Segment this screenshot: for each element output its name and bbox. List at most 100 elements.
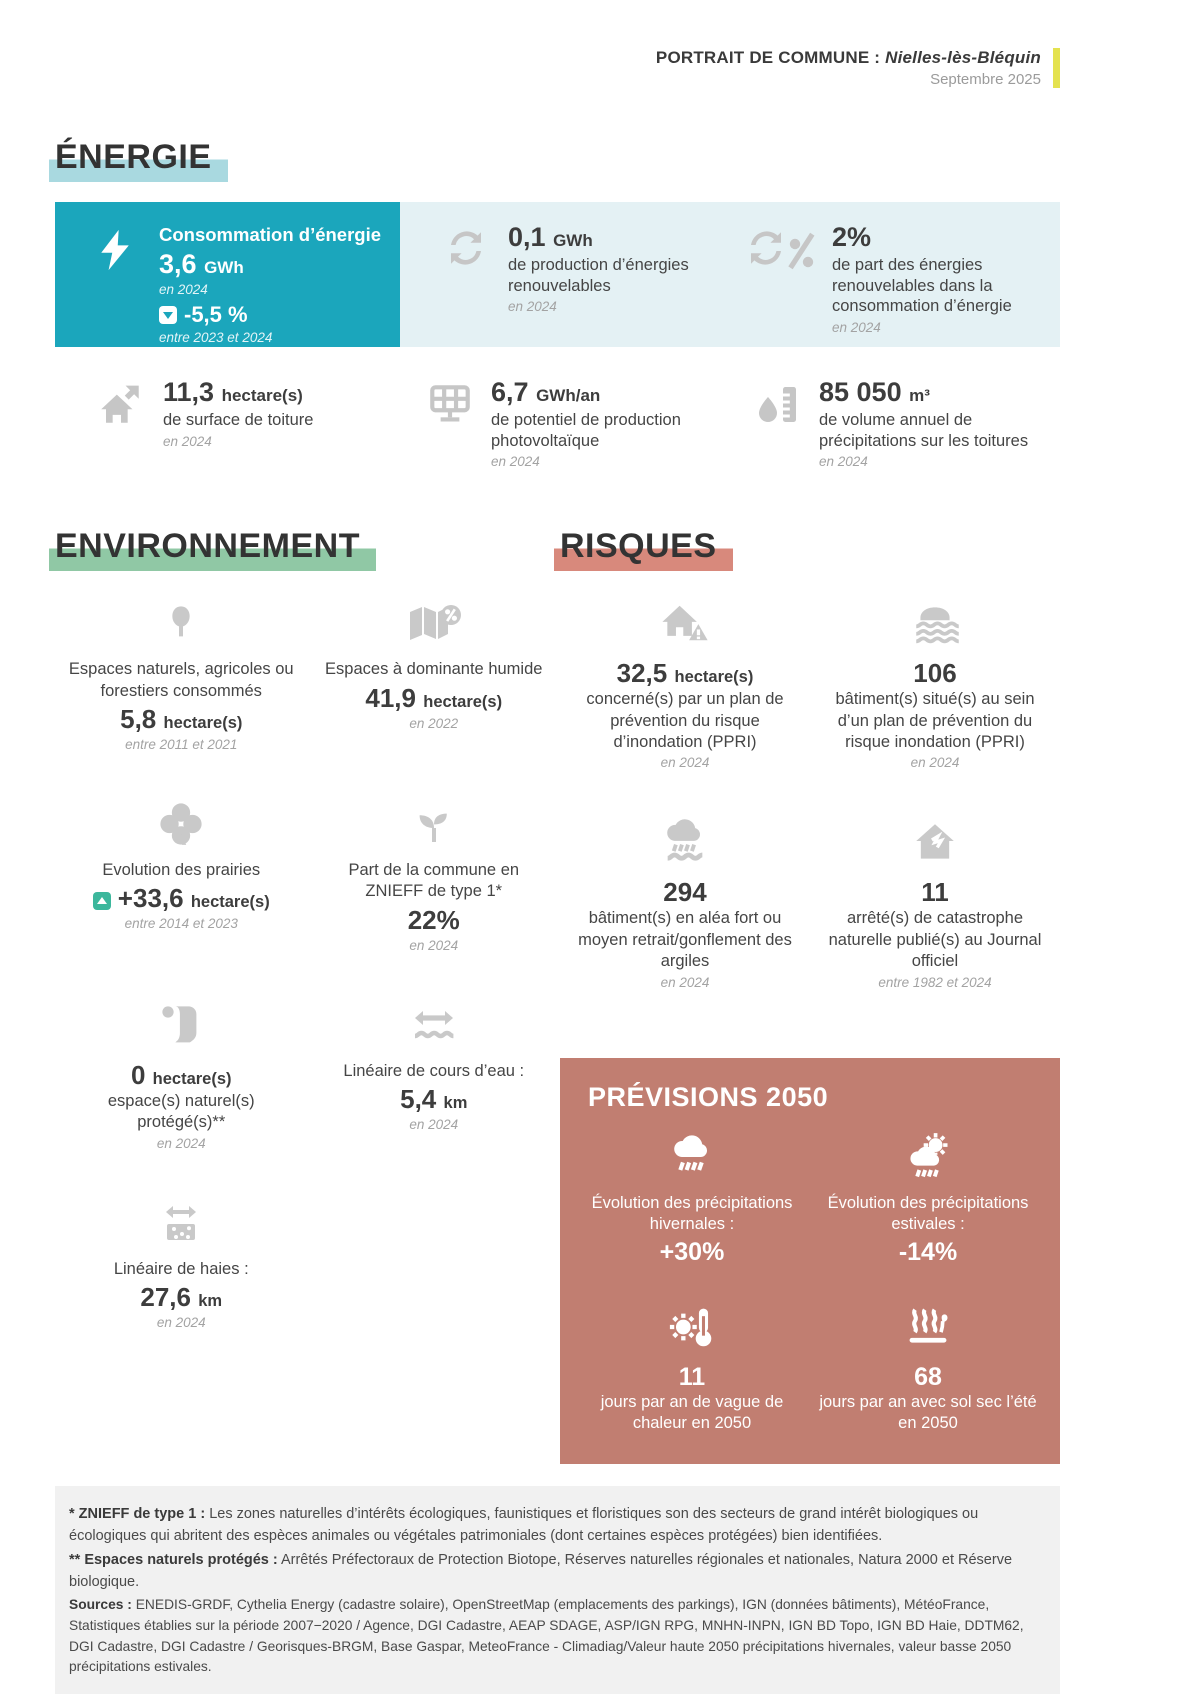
risk-clay-value: 294 xyxy=(663,877,707,908)
prev-heatwave-value: 11 xyxy=(678,1362,706,1391)
footnote-znieff-def: Les zones naturelles d’intérêts écologiq… xyxy=(69,1506,979,1545)
commune-name: Nielles-lès-Bléquin xyxy=(885,48,1041,67)
page-header: PORTRAIT DE COMMUNE : Nielles-lès-Bléqui… xyxy=(55,0,1060,88)
header-title-label: PORTRAIT DE COMMUNE : xyxy=(655,48,881,67)
env-wetland-period: en 2022 xyxy=(409,715,459,731)
roof-label: de surface de toiture xyxy=(163,411,314,429)
heatwave-icon xyxy=(582,1301,802,1353)
clay-shrink-swell-icon xyxy=(570,816,800,868)
consumption-period: en 2024 xyxy=(159,282,208,298)
flood-plan-house-icon xyxy=(570,597,800,649)
risk-catnat-value: 11 xyxy=(921,877,949,908)
footnote-sources-term: Sources : xyxy=(69,1597,132,1613)
header-date: Septembre 2025 xyxy=(930,71,1041,88)
env-protected-unit: hectare(s) xyxy=(152,1069,232,1088)
risk-ppri-buildings-period: en 2024 xyxy=(910,755,960,771)
env-znieff-period: en 2024 xyxy=(409,937,459,953)
increase-badge-icon xyxy=(92,891,111,910)
previsions-title: PRÉVISIONS 2050 xyxy=(588,1081,829,1112)
previsions-2050-box: PRÉVISIONS 2050 Évolution des précipitat… xyxy=(560,1057,1060,1465)
cracked-house-icon xyxy=(820,816,1050,868)
risk-ppri-area-unit: hectare(s) xyxy=(674,668,754,687)
env-protected-label: espace(s) naturel(s) protégé(s)** xyxy=(107,1091,255,1132)
hedge-length-icon xyxy=(65,1197,298,1249)
env-prairies-period: entre 2014 et 2023 xyxy=(124,916,238,932)
rain-volume-value: 85 050 xyxy=(819,377,902,407)
env-hedges-stat: Linéaire de haies : 27,6 km en 2024 xyxy=(55,1197,308,1330)
section-title-risques: RISQUES xyxy=(554,517,733,572)
solar-panel-icon xyxy=(425,379,475,469)
scroll-icon xyxy=(65,999,298,1051)
renewables-card: 0,1 GWh de production d’énergies renouve… xyxy=(400,202,1060,347)
env-consumed-period: entre 2011 et 2021 xyxy=(125,737,238,753)
footnote-sources: Sources : ENEDIS-GRDF, Cythelia Energy (… xyxy=(69,1595,1038,1678)
pv-potential-stat: 6,7 GWh/an de potentiel de production ph… xyxy=(425,379,755,469)
prev-dry-soil-value: 68 xyxy=(914,1362,942,1391)
pv-value: 6,7 xyxy=(491,377,529,407)
prev-winter-precip-label: Évolution des précipitations hivernales … xyxy=(591,1193,793,1234)
consumption-label: Consommation d’énergie xyxy=(159,224,382,245)
risk-ppri-buildings-stat: 106 bâtiment(s) situé(s) au sein d’un pl… xyxy=(810,597,1060,770)
consumption-delta: -5,5 % xyxy=(184,302,248,328)
clover-icon xyxy=(65,798,298,850)
prev-summer-precip-stat: Évolution des précipitations estivales :… xyxy=(810,1131,1046,1267)
footnote-znieff-term: * ZNIEFF de type 1 : xyxy=(69,1506,206,1523)
env-znieff-label: Part de la commune en ZNIEFF de type 1* xyxy=(348,861,520,901)
env-stream-value: 5,4 xyxy=(400,1084,437,1115)
risk-catnat-period: entre 1982 et 2024 xyxy=(878,974,992,990)
consumption-delta-period: entre 2023 et 2024 xyxy=(159,330,273,346)
pv-period: en 2024 xyxy=(491,454,540,470)
rain-gauge-icon xyxy=(755,379,803,469)
risques-grid: 32,5 hectare(s) concerné(s) par un plan … xyxy=(560,597,1060,1035)
renewable-unit: GWh xyxy=(553,231,593,250)
env-wetland-value: 41,9 xyxy=(365,682,416,713)
env-protected-period: en 2024 xyxy=(156,1135,206,1151)
wetland-map-icon xyxy=(318,597,551,649)
decrease-badge-icon xyxy=(159,306,177,325)
env-hedges-label: Linéaire de haies : xyxy=(113,1259,249,1278)
prev-heatwave-label: jours par an de vague de chaleur en 2050 xyxy=(600,1392,784,1432)
consumption-number: 3,6 xyxy=(159,249,197,280)
renewable-production-stat: 0,1 GWh de production d’énergies renouve… xyxy=(440,224,740,347)
stream-length-icon xyxy=(318,999,551,1051)
env-hedges-period: en 2024 xyxy=(156,1314,206,1330)
env-prairies-value: +33,6 xyxy=(117,883,184,914)
footnote-sources-def: ENEDIS-GRDF, Cythelia Energy (cadastre s… xyxy=(69,1597,1024,1675)
roof-value: 11,3 xyxy=(163,377,215,407)
env-wetland-label: Espaces à dominante humide xyxy=(325,660,543,679)
rain-volume-period: en 2024 xyxy=(819,454,868,470)
env-consumed-label: Espaces naturels, agricoles ou forestier… xyxy=(68,660,294,700)
prev-summer-precip-label: Évolution des précipitations estivales : xyxy=(827,1193,1029,1234)
renewable-share-value: 2% xyxy=(832,222,872,252)
prev-heatwave-stat: 11 jours par an de vague de chaleur en 2… xyxy=(574,1301,810,1435)
sprout-icon xyxy=(318,798,551,850)
footnotes-box: * ZNIEFF de type 1 : Les zones naturelle… xyxy=(55,1486,1060,1695)
env-hedges-unit: km xyxy=(198,1291,223,1310)
footnote-enp-term: ** Espaces naturels protégés : xyxy=(69,1551,278,1568)
prev-winter-precip-value: +30% xyxy=(659,1237,725,1266)
footnote-znieff: * ZNIEFF de type 1 : Les zones naturelle… xyxy=(69,1504,1038,1548)
prev-summer-precip-value: -14% xyxy=(898,1237,958,1266)
pv-label: de potentiel de production photovoltaïqu… xyxy=(491,411,681,450)
env-prairies-label: Evolution des prairies xyxy=(102,861,261,880)
env-consumed-value: 5,8 xyxy=(120,704,157,735)
risk-clay-label: bâtiment(s) en aléa fort ou moyen retrai… xyxy=(578,909,792,971)
renewable-share-label: de part des énergies renouvelables dans … xyxy=(832,256,1012,316)
summer-rain-icon xyxy=(818,1131,1038,1183)
env-wetland-unit: hectare(s) xyxy=(423,692,503,711)
energy-consumption-card: Consommation d’énergie 3,6 GWh en 2024 -… xyxy=(55,202,400,347)
dry-soil-icon xyxy=(818,1301,1038,1353)
accent-bar xyxy=(1053,48,1060,88)
env-consumed-spaces-stat: Espaces naturels, agricoles ou forestier… xyxy=(55,597,308,752)
risk-catnat-stat: 11 arrêté(s) de catastrophe naturelle pu… xyxy=(810,816,1060,990)
renewable-share-icon xyxy=(740,224,816,347)
prev-dry-soil-label: jours par an avec sol sec l’été en 2050 xyxy=(819,1392,1037,1432)
tree-icon xyxy=(65,597,298,649)
risk-ppri-area-period: en 2024 xyxy=(660,755,710,771)
consumption-value: 3,6 GWh xyxy=(159,249,381,280)
renewable-share-period: en 2024 xyxy=(832,319,881,335)
risk-ppri-area-stat: 32,5 hectare(s) concerné(s) par un plan … xyxy=(560,597,810,770)
rain-volume-stat: 85 050 m³ de volume annuel de précipitat… xyxy=(755,379,1060,469)
pv-unit: GWh/an xyxy=(536,386,601,405)
renewable-icon xyxy=(440,224,492,347)
